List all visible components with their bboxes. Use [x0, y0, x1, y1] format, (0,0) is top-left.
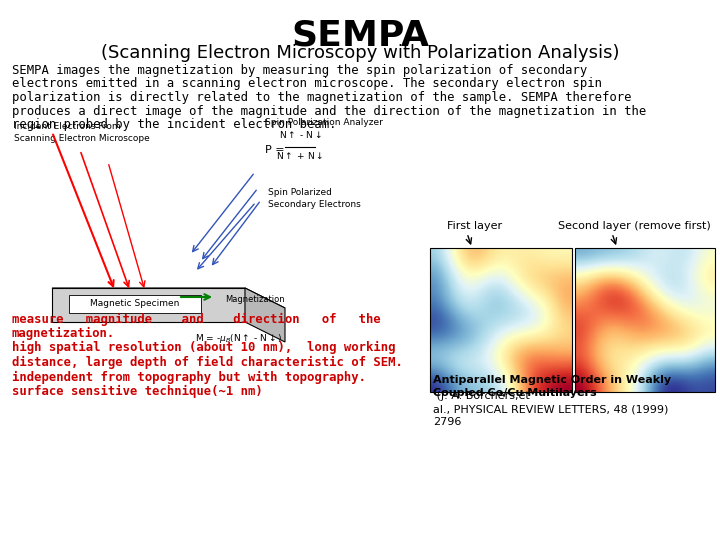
Polygon shape [245, 288, 285, 342]
Text: magnetization.: magnetization. [12, 327, 115, 340]
Text: M = -$\mu_B$(N$\uparrow$ - N$\downarrow$): M = -$\mu_B$(N$\uparrow$ - N$\downarrow$… [195, 332, 282, 345]
Text: electrons emitted in a scanning electron microscope. The secondary electron spin: electrons emitted in a scanning electron… [12, 78, 602, 91]
Text: produces a direct image of the magnitude and the direction of the magnetization : produces a direct image of the magnitude… [12, 105, 647, 118]
Polygon shape [52, 288, 245, 322]
Text: Spin Polarized
Secondary Electrons: Spin Polarized Secondary Electrons [268, 188, 361, 209]
Text: Magnetization: Magnetization [225, 295, 284, 305]
Text: P =: P = [265, 145, 284, 155]
Text: Incident Electrons From
Scanning Electron Microscope: Incident Electrons From Scanning Electro… [14, 122, 150, 143]
Text: Spin Polarization Analyzer: Spin Polarization Analyzer [265, 118, 383, 127]
Text: (J. A. Borchers,et
al., PHYSICAL REVIEW LETTERS, 48 (1999)
2796: (J. A. Borchers,et al., PHYSICAL REVIEW … [433, 392, 668, 427]
Text: polarization is directly related to the magnetization of the sample. SEMPA there: polarization is directly related to the … [12, 91, 631, 104]
Bar [430, 248, 572, 392]
Text: Antiparallel Magnetic Order in Weakly
Coupled Co/Cu Multilayers: Antiparallel Magnetic Order in Weakly Co… [433, 375, 671, 398]
Text: high spatial resolution (about 10 nm),  long working: high spatial resolution (about 10 nm), l… [12, 341, 395, 354]
Bar [575, 248, 715, 392]
Text: independent from topography but with topography.: independent from topography but with top… [12, 370, 366, 383]
Text: measure   magnitude    and    direction   of   the: measure magnitude and direction of the [12, 313, 381, 326]
Text: SEMPA images the magnetization by measuring the spin polarization of secondary: SEMPA images the magnetization by measur… [12, 64, 588, 77]
Text: SEMPA: SEMPA [291, 18, 429, 52]
Text: Magnetic Specimen: Magnetic Specimen [90, 300, 180, 308]
Text: First layer: First layer [447, 221, 502, 231]
Text: N$\uparrow$ + N$\downarrow$: N$\uparrow$ + N$\downarrow$ [276, 150, 323, 161]
Text: distance, large depth of field characteristic of SEM.: distance, large depth of field character… [12, 356, 403, 369]
Text: N$\uparrow$ - N$\downarrow$: N$\uparrow$ - N$\downarrow$ [279, 129, 321, 140]
Text: Second layer (remove first): Second layer (remove first) [558, 221, 711, 231]
Text: region probed by the incident electron beam.: region probed by the incident electron b… [12, 118, 336, 131]
Text: (Scanning Electron Microscopy with Polarization Analysis): (Scanning Electron Microscopy with Polar… [101, 44, 619, 62]
Text: surface sensitive technique(~1 nm): surface sensitive technique(~1 nm) [12, 385, 263, 398]
Polygon shape [52, 288, 285, 308]
FancyBboxPatch shape [69, 295, 201, 313]
